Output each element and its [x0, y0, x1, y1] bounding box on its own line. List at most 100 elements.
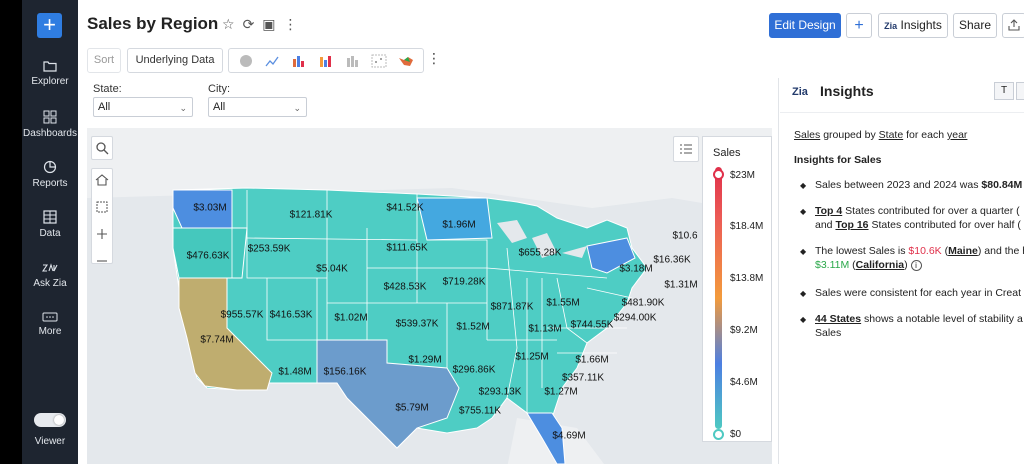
city-filter-select[interactable]: All ⌄	[208, 97, 307, 117]
state-value-label: $3.03M	[193, 202, 227, 214]
map-chart-icon[interactable]	[398, 54, 414, 68]
pie-chart-icon[interactable]	[238, 54, 254, 68]
sidebar-item-explorer[interactable]: Explorer	[22, 60, 78, 87]
state-value-label: $1.66M	[575, 354, 609, 366]
sidebar-item-label: Dashboards	[23, 128, 77, 139]
subtitle-period[interactable]: year	[946, 129, 968, 141]
bullet-icon: ◆	[800, 315, 807, 324]
insight-item-cont: $3.11M (California) i	[815, 259, 922, 271]
panel-divider	[778, 78, 779, 464]
insight-item: 44 States shows a notable level of stabi…	[815, 313, 1023, 325]
map-search-tool[interactable]	[91, 136, 113, 160]
insight-link[interactable]: California	[855, 259, 905, 271]
state-value-label: $481.90K	[621, 297, 665, 309]
state-value-label: $5.79M	[395, 402, 429, 414]
zoom-in-icon[interactable]	[92, 223, 112, 245]
state-value-label: $3.18M	[619, 263, 653, 275]
us-map[interactable]: Sales $23M $18.4M $13.8M $9.2M $4.6M $0 …	[87, 128, 772, 464]
state-filter-select[interactable]: All ⌄	[93, 97, 193, 117]
text-mode-button[interactable]: T	[994, 82, 1014, 100]
insight-item-cont: Sales	[815, 327, 842, 339]
legend-max-handle[interactable]	[713, 169, 724, 180]
bullet-icon: ◆	[800, 207, 807, 216]
toolbar-more-icon[interactable]: ⋮	[427, 50, 441, 66]
bullet-icon: ◆	[800, 289, 807, 298]
legend-tick: $18.4M	[730, 221, 764, 232]
insight-link[interactable]: Top 16	[835, 219, 869, 231]
subtitle-dimension[interactable]: State	[878, 129, 904, 141]
sidebar-item-more[interactable]: More	[22, 312, 78, 337]
subtitle-measure[interactable]: Sales	[794, 129, 821, 141]
info-icon[interactable]: i	[910, 260, 922, 271]
export-button[interactable]	[1002, 13, 1024, 38]
bar-chart-icon[interactable]	[291, 54, 307, 68]
main-area: Sales by Region ☆ ⟳ ▣ ⋮ Edit Design + Zi…	[78, 0, 1024, 464]
insight-item: Sales were consistent for each year in C…	[815, 287, 1022, 299]
sidebar: + Explorer Dashboards Reports Data Ask Z…	[22, 0, 78, 464]
sidebar-item-dashboards[interactable]: Dashboards	[22, 110, 78, 139]
viewer-label: Viewer	[34, 436, 66, 447]
star-icon[interactable]: ☆	[222, 16, 235, 32]
insight-value: $80.84M	[981, 179, 1023, 191]
legend-toggle-button[interactable]	[673, 136, 699, 162]
insight-item: The lowest Sales is $10.6K (Maine) and t…	[815, 245, 1024, 257]
underlying-data-button[interactable]: Underlying Data	[127, 48, 223, 73]
insights-subtitle: Sales grouped by State for each year	[794, 129, 967, 141]
create-new-button[interactable]: +	[37, 13, 62, 38]
zoom-out-icon[interactable]	[92, 250, 112, 272]
insights-button[interactable]: Zia Insights	[878, 13, 948, 38]
scatter-icon[interactable]	[371, 54, 387, 68]
page-title: Sales by Region	[87, 14, 219, 33]
state-value-label: $156.16K	[323, 366, 367, 378]
edit-design-button[interactable]: Edit Design	[769, 13, 841, 38]
stacked-bar-icon[interactable]	[318, 54, 334, 68]
insight-item: Top 4 States contributed for over a quar…	[815, 205, 1020, 217]
select-area-icon[interactable]	[92, 196, 112, 218]
sidebar-item-data[interactable]: Data	[22, 210, 78, 239]
state-value-label: $111.65K	[386, 242, 428, 254]
state-value-label: $871.87K	[490, 301, 534, 313]
legend-min-handle[interactable]	[713, 429, 724, 440]
legend-tick: $9.2M	[730, 325, 758, 336]
sidebar-item-label: Data	[39, 228, 61, 239]
state-value-label: $719.28K	[442, 276, 486, 288]
share-button[interactable]: Share	[953, 13, 997, 38]
insight-link[interactable]: Top 4	[815, 205, 843, 217]
kebab-menu-icon[interactable]: ⋮	[283, 16, 298, 32]
home-icon[interactable]	[92, 169, 112, 191]
viewer-toggle[interactable]	[34, 413, 66, 427]
subtitle-text: grouped by	[823, 129, 876, 141]
insight-link[interactable]: Maine	[948, 245, 978, 257]
state-value-label: $1.48M	[278, 366, 312, 378]
line-chart-icon[interactable]	[265, 54, 281, 68]
state-value-label: $41.52K	[386, 202, 424, 214]
sort-button[interactable]: Sort	[87, 48, 121, 73]
state-value-label: $1.25M	[515, 351, 549, 363]
chevron-down-icon: ⌄	[293, 103, 301, 113]
insight-link[interactable]: 44 States	[815, 313, 862, 325]
insight-text: shows a notable level of stability a	[864, 313, 1023, 325]
insights-title: Insights	[820, 83, 874, 99]
subtitle-text: for each	[906, 129, 945, 141]
state-value-label: $1.29M	[408, 354, 442, 366]
state-value-label: $4.69M	[552, 430, 586, 442]
sidebar-item-reports[interactable]: Reports	[22, 160, 78, 189]
sidebar-item-label: Ask Zia	[33, 278, 67, 289]
refresh-icon[interactable]: ⟳	[242, 16, 255, 32]
state-value-label: $428.53K	[383, 281, 427, 293]
insight-text: and	[815, 219, 833, 231]
save-icon[interactable]: ▣	[262, 16, 276, 32]
search-icon	[96, 142, 109, 155]
insights-button-label: Insights	[900, 18, 942, 32]
legend-tick: $4.6M	[730, 377, 758, 388]
state-value-label: $744.55K	[570, 319, 614, 331]
add-button[interactable]: +	[846, 13, 872, 38]
state-value-label: $7.74M	[200, 334, 234, 346]
list-mode-button[interactable]	[1016, 82, 1024, 100]
export-icon	[1008, 19, 1020, 31]
sidebar-item-ask-zia[interactable]: Ask Zia	[22, 262, 78, 289]
column-chart-icon[interactable]	[345, 54, 361, 68]
insight-text: States contributed for over half (	[871, 219, 1021, 231]
dashboard-icon	[43, 110, 57, 124]
